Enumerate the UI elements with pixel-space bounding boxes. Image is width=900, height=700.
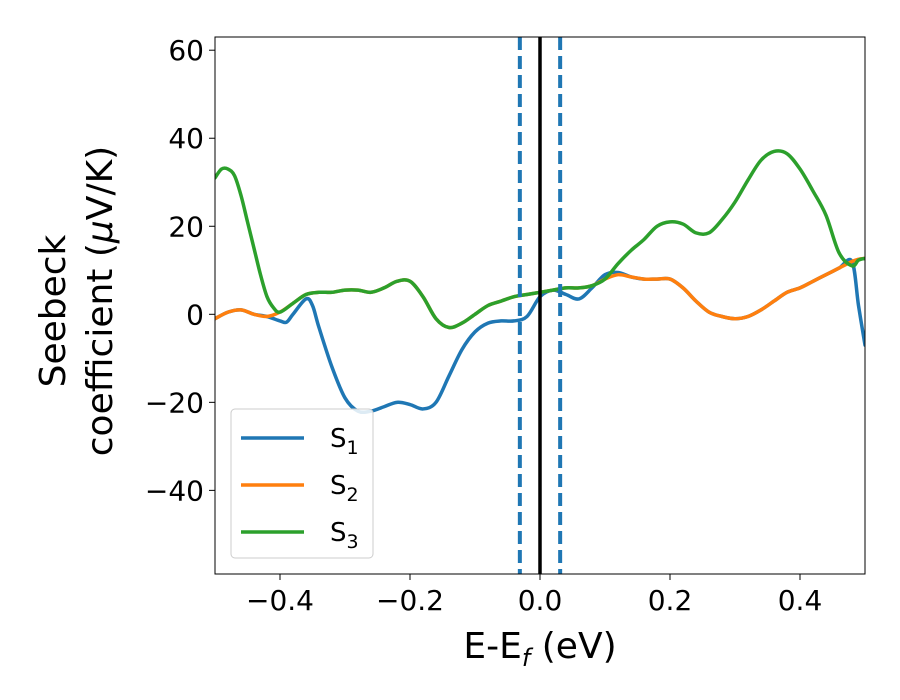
- x-tick-label: 0.2: [648, 584, 693, 617]
- y-axis-label-line1: Seebeck: [33, 234, 74, 387]
- series-line-s3: [215, 149, 865, 330]
- y-tick-label: 20: [168, 210, 204, 243]
- y-tick-label: −40: [145, 474, 204, 507]
- legend-label-s1: S1: [330, 424, 359, 459]
- y-axis-label-line2: coefficient (μV/K): [80, 146, 121, 456]
- legend-label-s3: S3: [330, 518, 359, 553]
- x-tick-label: 0.0: [518, 584, 563, 617]
- y-axis-ticks: −40 −20 0 20 40 60: [145, 34, 215, 507]
- legend-label-s2: S2: [330, 471, 359, 506]
- x-tick-label: −0.2: [376, 584, 444, 617]
- y-tick-label: 60: [168, 34, 204, 67]
- y-tick-label: −20: [145, 386, 204, 419]
- series-lines: [215, 149, 865, 415]
- x-axis-label: E-Ef (eV): [463, 626, 616, 672]
- x-axis-ticks: −0.4 −0.2 0.0 0.2 0.4: [246, 574, 822, 617]
- legend: S1 S2 S3: [230, 408, 374, 559]
- vertical-lines: [517, 37, 563, 574]
- legend-items: S1 S2 S3: [241, 424, 359, 553]
- x-tick-label: 0.4: [778, 584, 823, 617]
- x-tick-label: −0.4: [246, 584, 314, 617]
- y-tick-label: 40: [168, 122, 204, 155]
- y-tick-label: 0: [186, 298, 204, 331]
